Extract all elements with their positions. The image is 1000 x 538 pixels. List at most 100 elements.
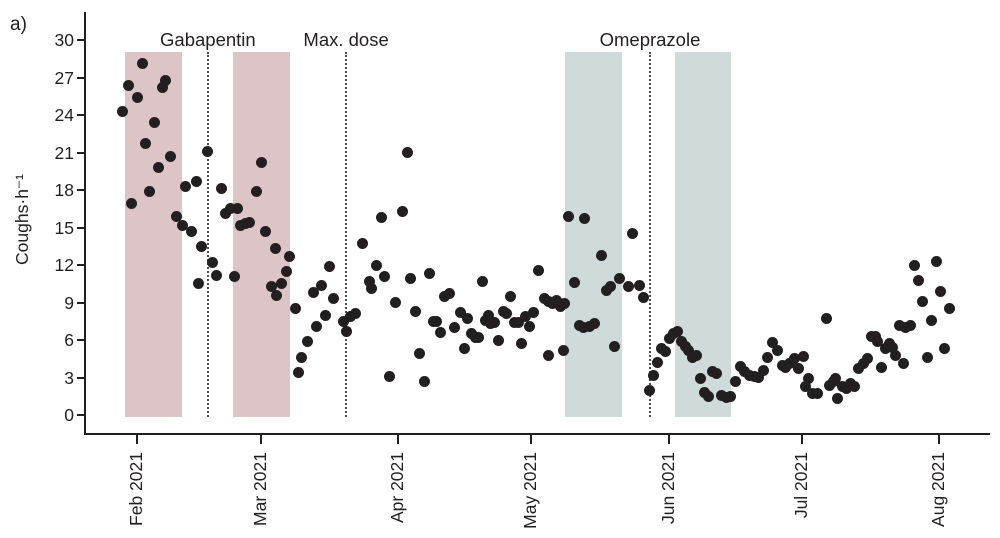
data-point bbox=[244, 217, 256, 228]
data-point bbox=[702, 390, 714, 402]
treatment-band-1 bbox=[125, 52, 183, 417]
data-point bbox=[898, 358, 910, 370]
data-point bbox=[830, 373, 842, 385]
data-point bbox=[275, 278, 287, 290]
data-point bbox=[292, 367, 304, 378]
data-point bbox=[558, 344, 570, 356]
x-axis-tick-label: Jun 2021 bbox=[657, 452, 678, 525]
data-point bbox=[784, 358, 796, 370]
data-point bbox=[820, 313, 832, 325]
data-point bbox=[211, 269, 223, 281]
y-axis-tick bbox=[77, 76, 84, 79]
data-point bbox=[337, 315, 349, 327]
data-point bbox=[789, 353, 801, 365]
data-point bbox=[149, 117, 161, 128]
data-point bbox=[137, 58, 149, 70]
data-point bbox=[917, 295, 929, 307]
data-point bbox=[472, 332, 484, 343]
data-point bbox=[379, 270, 391, 282]
data-point bbox=[311, 320, 323, 332]
data-point bbox=[609, 340, 621, 352]
data-point bbox=[271, 289, 283, 301]
data-point bbox=[559, 298, 571, 310]
data-point bbox=[527, 307, 539, 318]
y-axis-tick-label: 12 bbox=[54, 255, 74, 275]
data-point bbox=[185, 225, 197, 237]
data-point bbox=[644, 384, 656, 396]
y-axis-tick bbox=[77, 39, 84, 41]
data-point bbox=[533, 264, 545, 276]
data-point bbox=[482, 309, 494, 321]
data-point bbox=[767, 337, 779, 348]
data-point bbox=[772, 344, 784, 356]
data-point bbox=[659, 345, 671, 357]
data-point bbox=[930, 255, 942, 267]
x-axis-tick bbox=[667, 435, 670, 444]
y-axis-tick bbox=[77, 339, 84, 341]
y-axis-tick bbox=[77, 151, 84, 154]
data-point bbox=[849, 380, 861, 392]
data-point bbox=[315, 279, 327, 291]
data-point bbox=[431, 315, 443, 327]
y-axis-line bbox=[84, 12, 86, 435]
data-point bbox=[220, 208, 232, 220]
data-point bbox=[157, 82, 169, 93]
data-point bbox=[913, 274, 925, 286]
data-point bbox=[568, 277, 580, 288]
data-point bbox=[862, 353, 873, 365]
data-point bbox=[117, 105, 129, 117]
data-point bbox=[176, 219, 188, 231]
data-point bbox=[269, 243, 281, 255]
y-axis-tick-label: 21 bbox=[54, 142, 74, 163]
data-point bbox=[613, 273, 625, 285]
annotation-max-dose: Max. dose bbox=[303, 29, 389, 50]
data-point bbox=[500, 308, 512, 320]
data-point bbox=[875, 362, 887, 373]
data-point bbox=[493, 334, 505, 346]
data-point bbox=[871, 335, 883, 347]
data-point bbox=[840, 383, 852, 395]
data-point bbox=[505, 290, 517, 302]
data-point bbox=[357, 238, 369, 250]
y-axis-tick bbox=[77, 414, 84, 416]
data-point bbox=[327, 293, 339, 305]
data-point bbox=[893, 319, 905, 331]
data-point bbox=[444, 288, 456, 300]
data-point bbox=[132, 92, 144, 103]
data-point bbox=[622, 280, 634, 292]
data-point bbox=[191, 175, 203, 187]
data-point bbox=[811, 388, 823, 400]
data-point bbox=[758, 364, 770, 376]
data-point bbox=[165, 150, 177, 162]
data-point bbox=[126, 198, 138, 210]
data-point bbox=[404, 273, 416, 285]
data-point bbox=[519, 310, 531, 322]
data-point bbox=[477, 275, 489, 287]
data-point bbox=[435, 327, 447, 338]
data-point bbox=[170, 210, 182, 222]
data-point bbox=[648, 369, 660, 381]
data-point bbox=[799, 380, 811, 392]
data-point bbox=[180, 180, 192, 192]
x-axis-tick bbox=[136, 435, 138, 444]
data-point bbox=[366, 283, 378, 295]
data-point bbox=[224, 203, 236, 215]
data-point bbox=[627, 228, 639, 240]
y-axis-tick bbox=[77, 114, 84, 116]
data-point bbox=[319, 309, 331, 321]
data-point bbox=[418, 375, 430, 387]
data-point bbox=[196, 240, 208, 252]
x-axis-line bbox=[84, 433, 990, 435]
data-point bbox=[122, 79, 134, 91]
data-point bbox=[255, 157, 267, 168]
x-axis-tick bbox=[937, 435, 940, 444]
data-point bbox=[523, 320, 535, 332]
y-axis-tick bbox=[77, 226, 84, 229]
data-point bbox=[390, 297, 402, 308]
y-axis-tick-label: 6 bbox=[64, 330, 74, 350]
data-point bbox=[853, 363, 865, 375]
data-point bbox=[652, 357, 664, 368]
event-dashed-line-1 bbox=[206, 52, 209, 417]
data-point bbox=[289, 303, 301, 315]
